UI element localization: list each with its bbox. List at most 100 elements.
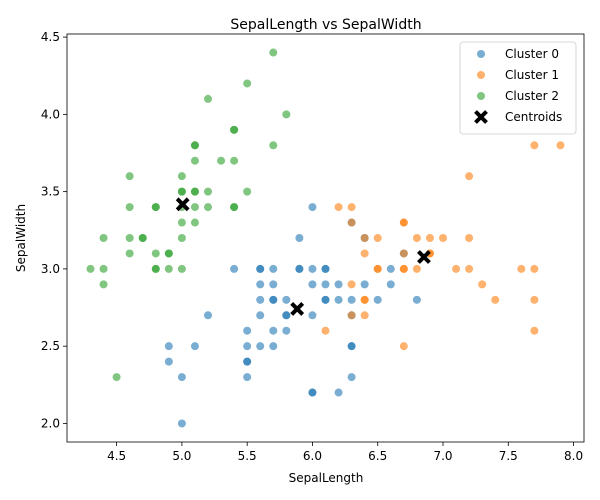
data-point <box>452 264 461 273</box>
series-0 <box>164 203 421 428</box>
data-point <box>230 156 239 165</box>
legend-label: Cluster 0 <box>505 47 559 61</box>
data-point <box>190 187 199 196</box>
data-point <box>164 357 173 366</box>
data-point <box>190 218 199 227</box>
data-point <box>269 280 278 289</box>
data-point <box>204 94 212 103</box>
data-point <box>399 264 408 273</box>
data-point <box>217 156 226 165</box>
data-point <box>269 141 278 150</box>
plot-area <box>86 48 565 428</box>
legend-box <box>459 41 577 135</box>
data-point <box>399 249 408 258</box>
data-point <box>347 295 356 304</box>
data-point <box>347 373 356 382</box>
data-point <box>138 234 147 242</box>
data-point <box>125 234 134 242</box>
data-point <box>360 234 369 242</box>
data-point <box>230 125 239 134</box>
data-point <box>425 234 434 242</box>
y-axis-label: SepalWidth <box>14 204 28 272</box>
data-point <box>164 249 173 258</box>
legend-label: Cluster 1 <box>505 68 559 82</box>
data-point <box>373 295 382 304</box>
data-point <box>230 264 239 273</box>
data-point <box>99 264 108 273</box>
x-tick-label: 5.0 <box>172 449 191 463</box>
data-point <box>243 373 252 382</box>
data-point <box>386 264 395 273</box>
data-point <box>308 311 317 320</box>
data-point <box>334 295 343 304</box>
data-point <box>164 264 173 273</box>
data-point <box>334 280 343 289</box>
data-point <box>190 203 199 212</box>
chart-title: SepalLength vs SepalWidth <box>230 17 421 33</box>
data-point <box>190 342 199 351</box>
data-point <box>269 264 278 273</box>
data-point <box>256 280 265 289</box>
x-tick-label: 6.0 <box>303 449 322 463</box>
y-tick-label: 4.5 <box>41 30 60 44</box>
centroids <box>175 197 431 316</box>
x-tick-label: 8.0 <box>564 449 583 463</box>
data-point <box>269 326 278 335</box>
data-point <box>243 326 252 335</box>
legend: Cluster 0 Cluster 1 Cluster 2 Centroids <box>459 41 577 135</box>
data-point <box>530 141 539 150</box>
series-2 <box>86 48 291 382</box>
data-point <box>412 264 421 273</box>
data-point <box>321 264 330 273</box>
data-point <box>177 373 186 382</box>
data-point <box>360 249 369 258</box>
data-point <box>465 234 474 242</box>
data-point <box>308 388 317 397</box>
data-point <box>204 187 212 196</box>
data-point <box>99 234 108 242</box>
data-point <box>373 234 382 242</box>
y-tick-label: 3.5 <box>41 185 60 199</box>
x-tick-label: 4.5 <box>107 449 126 463</box>
data-point <box>373 264 382 273</box>
data-point <box>347 342 356 351</box>
data-point <box>86 264 95 273</box>
legend-marker <box>477 71 485 79</box>
data-point <box>321 295 330 304</box>
data-point <box>282 326 291 335</box>
data-point <box>295 234 304 242</box>
data-point <box>530 326 539 335</box>
data-point <box>204 203 212 212</box>
data-point <box>347 311 356 320</box>
data-point <box>112 373 121 382</box>
data-point <box>412 295 421 304</box>
data-point <box>360 295 369 304</box>
data-point <box>334 388 343 397</box>
x-tick-label: 7.5 <box>499 449 518 463</box>
y-tick-label: 2.5 <box>41 339 60 353</box>
data-point <box>243 342 252 351</box>
data-point <box>177 218 186 227</box>
legend-label: Centroids <box>505 110 562 124</box>
data-point <box>177 234 186 242</box>
data-point <box>295 264 304 273</box>
data-point <box>399 218 408 227</box>
data-point <box>347 203 356 212</box>
x-tick-label: 7.0 <box>433 449 452 463</box>
data-point <box>530 264 539 273</box>
data-point <box>190 156 199 165</box>
data-point <box>439 234 447 242</box>
x-tick-label: 6.5 <box>368 449 387 463</box>
data-point <box>243 357 252 366</box>
centroid-marker <box>175 197 190 212</box>
data-point <box>321 280 330 289</box>
y-tick-label: 3.0 <box>41 262 60 276</box>
data-point <box>269 295 278 304</box>
data-point <box>386 280 395 289</box>
data-point <box>125 249 134 258</box>
data-point <box>491 295 500 304</box>
data-point <box>256 311 265 320</box>
data-point <box>125 172 134 181</box>
data-point <box>177 187 186 196</box>
